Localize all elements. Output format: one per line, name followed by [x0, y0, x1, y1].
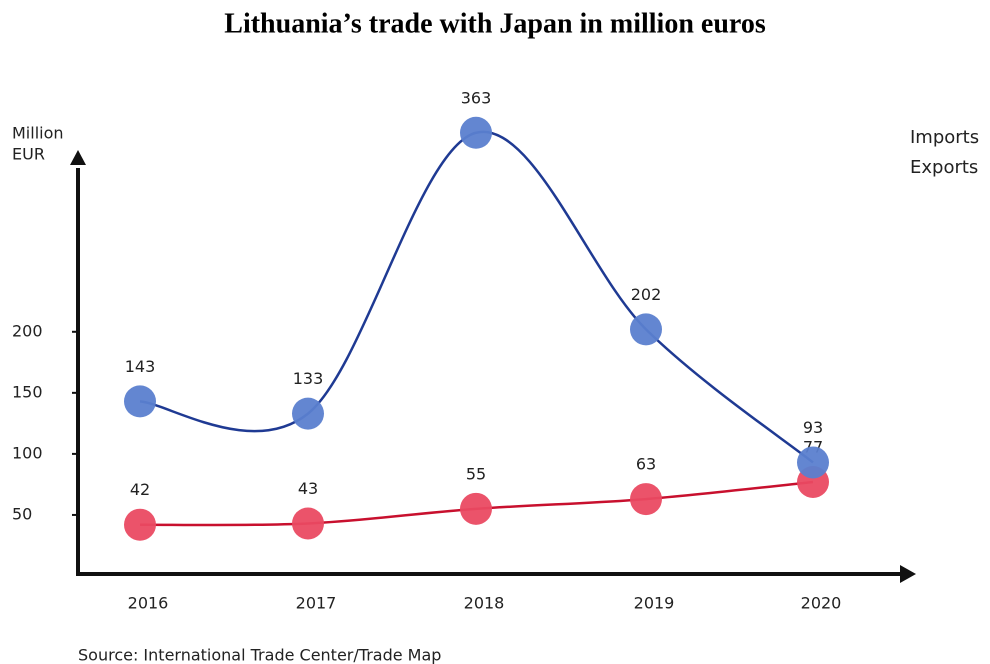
x-arrow [900, 565, 916, 583]
point [292, 397, 324, 430]
source: Source: International Trade Center/Trade… [78, 646, 441, 664]
data-label: 93 [803, 418, 823, 437]
y-tick-label: 50 [12, 504, 32, 523]
point [460, 116, 492, 149]
x-tick-label: 2016 [128, 594, 169, 613]
y-arrow [70, 150, 86, 165]
y-axis-label: Million [12, 124, 64, 143]
point [460, 492, 492, 525]
y-tick-label: 200 [12, 321, 43, 340]
point [124, 508, 156, 541]
y-tick-label: 100 [12, 443, 43, 462]
y-tick-label: 150 [12, 382, 43, 401]
y-axis-label: EUR [12, 145, 45, 164]
point [797, 446, 829, 479]
point [124, 385, 156, 418]
data-label: 363 [461, 88, 492, 107]
point [630, 313, 662, 346]
data-label: 143 [125, 357, 156, 376]
data-label: 202 [631, 285, 662, 304]
data-label: 43 [298, 479, 318, 498]
x-tick-label: 2018 [464, 594, 505, 613]
axes [76, 168, 905, 576]
x-tick-label: 2020 [801, 594, 842, 613]
data-label: 55 [466, 464, 486, 483]
data-label: 133 [293, 369, 324, 388]
point [292, 507, 324, 540]
legend-label: Exports [910, 157, 978, 178]
x-tick-label: 2017 [296, 594, 337, 613]
data-label: 63 [636, 455, 656, 474]
legend-label: Imports [910, 127, 979, 148]
x-tick-label: 2019 [634, 594, 675, 613]
chart-title: Lithuania’s trade with Japan in million … [224, 8, 766, 39]
line [139, 130, 814, 464]
point [630, 483, 662, 516]
data-label: 42 [130, 480, 150, 499]
